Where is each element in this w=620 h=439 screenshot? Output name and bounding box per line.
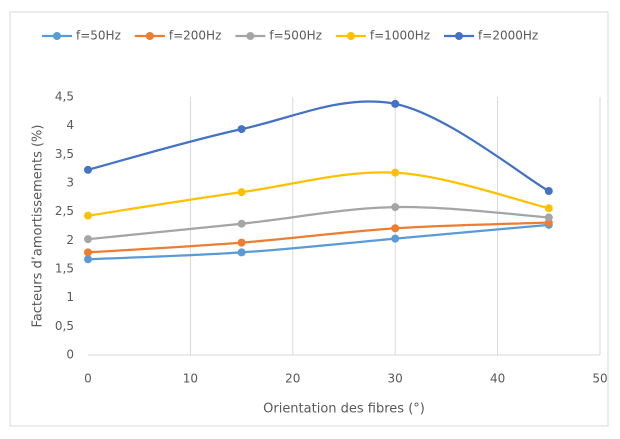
y-tick-label: 3 <box>66 176 74 190</box>
data-point <box>391 99 400 108</box>
y-tick-label: 3,5 <box>55 147 74 161</box>
series-line <box>87 171 550 217</box>
series-line <box>87 100 550 193</box>
y-tick-label: 1 <box>66 290 74 304</box>
y-tick-label: 4,5 <box>55 90 74 104</box>
series-line <box>87 221 549 254</box>
legend-marker <box>53 32 61 40</box>
data-point <box>391 203 400 212</box>
legend-marker <box>145 32 154 40</box>
y-tick-label: 4 <box>66 118 74 132</box>
legend-marker <box>246 32 255 40</box>
data-point <box>237 248 246 257</box>
x-axis-title: Orientation des fibres (°) <box>263 402 425 417</box>
x-tick-label: 10 <box>183 372 198 386</box>
data-point <box>237 238 246 247</box>
data-point <box>391 224 400 233</box>
y-tick-label: 0,5 <box>55 319 74 333</box>
data-point <box>544 204 553 213</box>
y-tick-label: 0 <box>66 348 74 362</box>
x-tick-label: 0 <box>84 372 92 386</box>
x-tick-label: 20 <box>285 372 300 386</box>
x-tick-label: 30 <box>388 372 403 386</box>
data-point <box>84 248 92 257</box>
data-point <box>237 125 246 134</box>
data-point <box>237 219 246 228</box>
legend-label: f=200Hz <box>169 29 222 43</box>
legend-marker <box>455 32 464 40</box>
data-point <box>544 213 553 222</box>
data-point <box>84 211 92 220</box>
data-point <box>84 255 92 264</box>
y-tick-label: 2 <box>66 233 74 247</box>
y-axis-title: Facteurs d’amortissements (%) <box>31 125 46 328</box>
data-point <box>84 235 92 244</box>
legend-label: f=1000Hz <box>370 29 430 43</box>
x-tick-label: 40 <box>490 372 505 386</box>
data-point <box>237 188 246 197</box>
series-line <box>87 205 549 241</box>
data-point <box>544 187 553 196</box>
legend-label: f=500Hz <box>269 29 322 43</box>
legend-label: f=50Hz <box>76 29 121 43</box>
data-point <box>84 165 92 174</box>
y-tick-label: 1,5 <box>55 262 74 276</box>
data-point <box>391 168 400 177</box>
chart-border <box>9 11 609 427</box>
y-tick-label: 2,5 <box>55 204 74 218</box>
data-point <box>391 234 400 243</box>
x-tick-label: 50 <box>592 372 607 386</box>
legend-label: f=2000Hz <box>478 29 538 43</box>
legend-marker <box>346 32 355 40</box>
series-line <box>87 223 549 261</box>
